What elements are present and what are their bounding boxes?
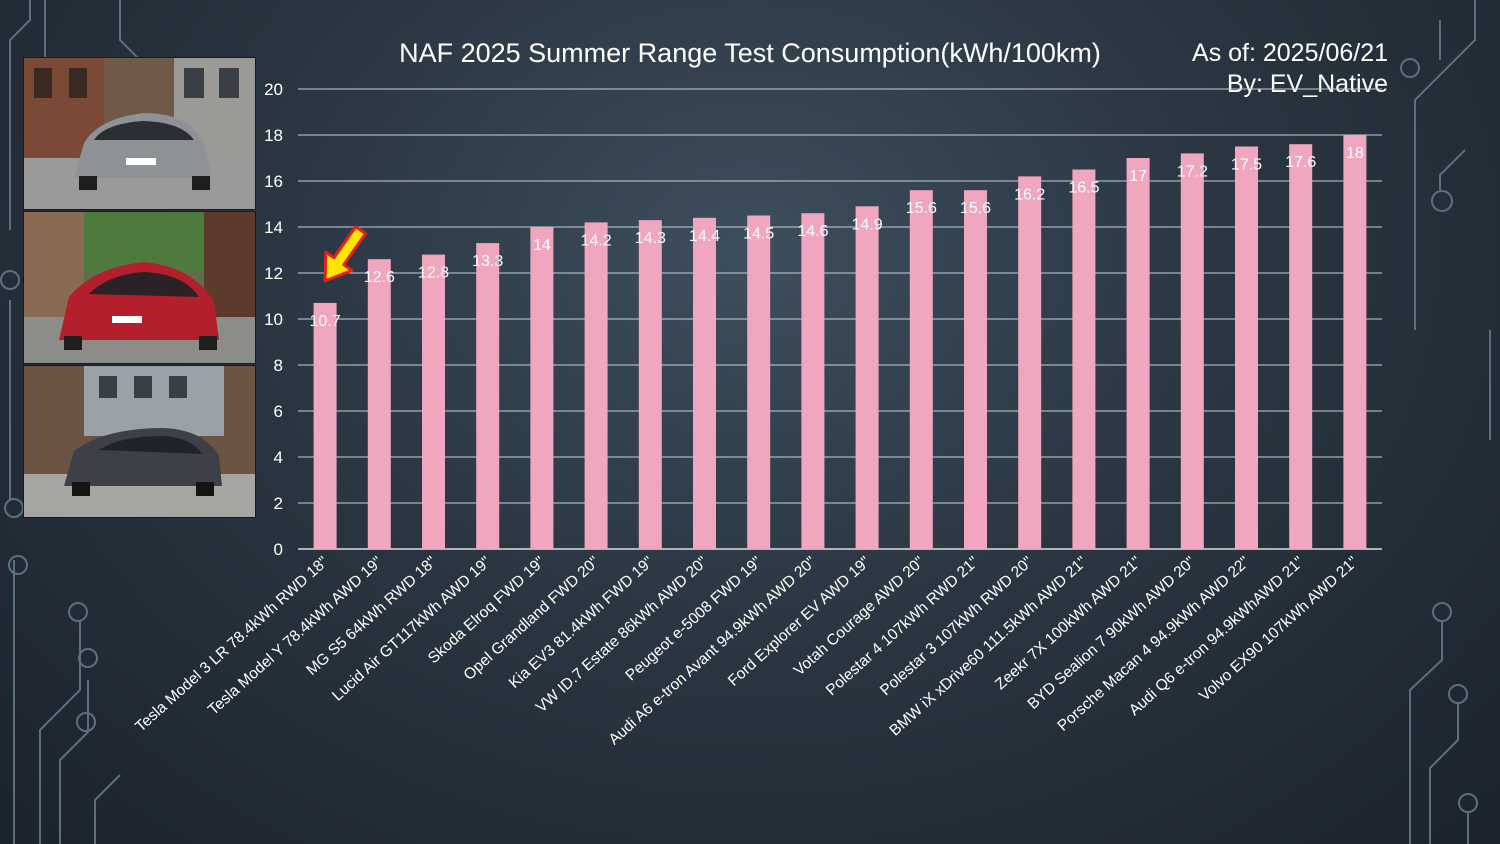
- data-label: 14.2: [581, 232, 612, 249]
- y-tick-label: 16: [264, 172, 283, 191]
- bar: [1072, 169, 1096, 549]
- bar: [638, 220, 662, 549]
- bar: [1018, 176, 1042, 549]
- bar: [1343, 135, 1367, 549]
- y-tick-label: 10: [264, 310, 283, 329]
- bar: [855, 206, 879, 550]
- bar: [1180, 153, 1204, 549]
- bar: [313, 302, 337, 549]
- bar: [367, 259, 391, 549]
- data-label: 16.5: [1068, 180, 1099, 197]
- data-label: 12.6: [364, 269, 395, 286]
- bar: [1126, 158, 1150, 549]
- bar: [584, 222, 608, 549]
- arrow-icon: [323, 225, 368, 283]
- grey-car-photo: [23, 57, 256, 210]
- arrow-shape: [323, 225, 368, 283]
- dark-suv-photo: [23, 365, 256, 518]
- data-label: 14.6: [797, 223, 828, 240]
- bar: [801, 213, 825, 549]
- data-label: 14.9: [852, 216, 883, 233]
- x-tick-label: Porsche Macan 4 94.9kWh AWD 22": [1054, 553, 1253, 734]
- y-tick-label: 18: [264, 126, 283, 145]
- y-tick-label: 2: [274, 494, 283, 513]
- red-car-photo: [23, 211, 256, 364]
- data-label: 17.6: [1285, 154, 1316, 171]
- data-label: 16.2: [1014, 186, 1045, 203]
- data-label: 18: [1346, 145, 1364, 162]
- bar: [1235, 146, 1258, 549]
- data-label: 17: [1129, 168, 1147, 185]
- data-label: 12.8: [418, 265, 449, 282]
- bar: [964, 190, 987, 549]
- data-label: 15.6: [960, 200, 991, 217]
- chart-title: NAF 2025 Summer Range Test Consumption(k…: [399, 38, 1101, 68]
- data-label: 10.7: [310, 313, 341, 330]
- bar: [747, 215, 771, 549]
- author-credit: By: EV_Native: [1226, 70, 1388, 98]
- y-tick-label: 20: [264, 80, 283, 99]
- x-tick-label: BMW iX xDrive60 111.5kWh AWD 21": [886, 553, 1090, 739]
- bar: [693, 217, 716, 550]
- y-tick-label: 12: [264, 264, 283, 283]
- y-tick-label: 6: [274, 402, 283, 421]
- bar: [909, 190, 933, 549]
- data-label: 13.3: [472, 253, 503, 270]
- bar: [422, 254, 445, 549]
- bar: [1289, 144, 1313, 549]
- data-label: 14.3: [635, 230, 666, 247]
- data-label: 17.5: [1231, 157, 1262, 174]
- y-tick-label: 0: [274, 540, 283, 559]
- data-label: 17.2: [1177, 163, 1208, 180]
- data-label: 14.4: [689, 228, 720, 245]
- x-tick-label: Tesla Model 3 LR 78.4kWh RWD 18": [132, 553, 332, 735]
- data-label: 14.5: [743, 226, 774, 243]
- data-label: 14: [533, 237, 551, 254]
- y-tick-label: 14: [264, 218, 283, 237]
- as-of-date: As of: 2025/06/21: [1192, 39, 1388, 67]
- y-tick-label: 8: [274, 356, 283, 375]
- bar: [476, 243, 500, 549]
- y-tick-label: 4: [274, 448, 283, 467]
- attribution: As of: 2025/06/21 By: EV_Native: [1192, 38, 1388, 100]
- data-label: 15.6: [906, 200, 937, 217]
- bar: [530, 227, 554, 549]
